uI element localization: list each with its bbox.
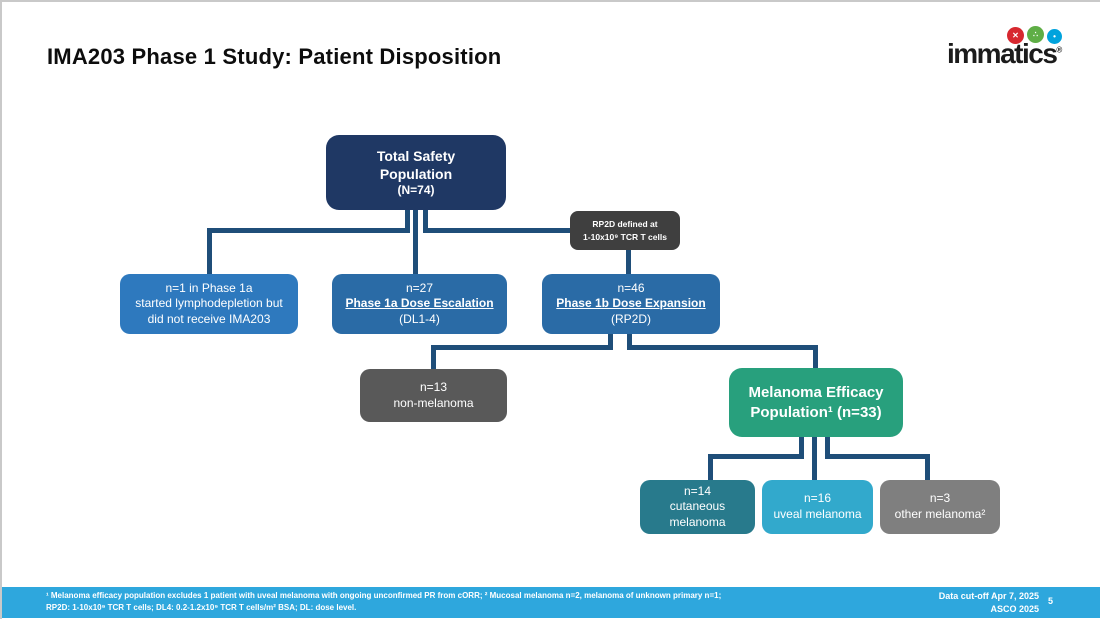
node-text: n=13 bbox=[419, 379, 448, 394]
connector-line bbox=[207, 228, 212, 274]
connector-line bbox=[627, 334, 632, 350]
logo-green-dot-icon: ∴ bbox=[1027, 26, 1044, 43]
connector-line bbox=[708, 454, 713, 480]
footnote-line-2: RP2D: 1-10x10⁹ TCR T cells; DL4: 0.2-1.2… bbox=[46, 603, 357, 612]
node-cutaneous-melanoma: n=14 cutaneous melanoma bbox=[640, 480, 755, 534]
node-text: Population¹ (n=33) bbox=[750, 403, 882, 421]
node-total-safety-population: Total Safety Population (N=74) bbox=[326, 135, 506, 210]
connector-line bbox=[423, 210, 428, 233]
node-text: Phase 1b Dose Expansion bbox=[556, 296, 706, 311]
node-phase1b-dose-expansion: n=46 Phase 1b Dose Expansion (RP2D) bbox=[542, 274, 720, 334]
connector-line bbox=[431, 345, 613, 350]
connector-line bbox=[627, 345, 818, 350]
node-text: (DL1-4) bbox=[399, 311, 440, 326]
node-phase1a-dose-escalation: n=27 Phase 1a Dose Escalation (DL1-4) bbox=[332, 274, 507, 334]
connector-line bbox=[413, 210, 418, 274]
node-text: n=3 bbox=[929, 491, 951, 506]
node-melanoma-efficacy-population: Melanoma Efficacy Population¹ (n=33) bbox=[729, 368, 903, 437]
node-rp2d-callout: RP2D defined at 1-10x10⁹ TCR T cells bbox=[570, 211, 680, 250]
node-phase1a-not-received: n=1 in Phase 1a started lymphodepletion … bbox=[120, 274, 298, 334]
footer-band: ¹ Melanoma efficacy population excludes … bbox=[2, 587, 1100, 618]
page-title: IMA203 Phase 1 Study: Patient Dispositio… bbox=[47, 44, 502, 69]
footnote-line-1: ¹ Melanoma efficacy population excludes … bbox=[46, 591, 722, 600]
node-text: n=16 bbox=[803, 491, 832, 506]
node-text: 1-10x10⁹ TCR T cells bbox=[583, 231, 667, 242]
connector-line bbox=[207, 228, 410, 233]
connector-line bbox=[608, 334, 613, 350]
node-text: Total Safety bbox=[376, 147, 456, 164]
conference-label: ASCO 2025 bbox=[990, 603, 1039, 614]
logo-red-dot-icon: ✕ bbox=[1007, 27, 1024, 44]
node-text: did not receive IMA203 bbox=[147, 311, 271, 326]
connector-line bbox=[626, 228, 631, 274]
node-non-melanoma: n=13 non-melanoma bbox=[360, 369, 507, 422]
connector-line bbox=[405, 210, 410, 233]
connector-line bbox=[925, 454, 930, 480]
footnotes: ¹ Melanoma efficacy population excludes … bbox=[46, 590, 721, 614]
immatics-logo: ✕ ∴ • immatics® bbox=[944, 14, 1084, 80]
connector-line bbox=[825, 437, 830, 459]
data-cutoff-label: Data cut-off Apr 7, 2025 bbox=[938, 591, 1039, 601]
logo-green-dot-glyph: ∴ bbox=[1032, 29, 1039, 39]
connector-line bbox=[812, 437, 817, 480]
node-uveal-melanoma: n=16 uveal melanoma bbox=[762, 480, 873, 534]
registered-mark: ® bbox=[1056, 45, 1063, 55]
node-text: melanoma bbox=[669, 514, 726, 529]
logo-wordmark: immatics® bbox=[947, 38, 1062, 70]
node-text: n=27 bbox=[405, 280, 434, 295]
connector-line bbox=[813, 345, 818, 368]
logo-wordmark-text: immatics bbox=[947, 38, 1058, 69]
node-text: Phase 1a Dose Escalation bbox=[345, 296, 494, 311]
node-text: RP2D defined at bbox=[592, 219, 658, 230]
connector-line bbox=[431, 345, 436, 369]
node-text: uveal melanoma bbox=[773, 507, 862, 521]
node-text: (N=74) bbox=[397, 182, 435, 197]
logo-blue-dot-glyph: • bbox=[1053, 31, 1056, 41]
node-text: started lymphodepletion but bbox=[135, 296, 283, 311]
node-text: n=14 bbox=[683, 483, 712, 498]
node-text: n=46 bbox=[617, 280, 645, 295]
connector-line bbox=[423, 228, 631, 233]
connector-line bbox=[799, 437, 804, 459]
connector-line bbox=[825, 454, 930, 459]
node-other-melanoma: n=3 other melanoma² bbox=[880, 480, 1000, 534]
logo-red-dot-glyph: ✕ bbox=[1012, 30, 1019, 40]
node-text: other melanoma² bbox=[894, 507, 986, 521]
page-number: 5 bbox=[1048, 596, 1054, 606]
node-text: Population bbox=[379, 165, 453, 182]
node-text: non-melanoma bbox=[393, 395, 474, 410]
logo-blue-dot-icon: • bbox=[1047, 29, 1062, 44]
connector-line bbox=[708, 454, 804, 459]
node-text: cutaneous bbox=[669, 499, 726, 514]
node-text: n=1 in Phase 1a bbox=[165, 280, 253, 295]
node-text: Melanoma Efficacy bbox=[748, 384, 884, 401]
node-text: (RP2D) bbox=[610, 311, 651, 326]
footer-meta: Data cut-off Apr 7, 2025 ASCO 2025 bbox=[939, 590, 1039, 615]
